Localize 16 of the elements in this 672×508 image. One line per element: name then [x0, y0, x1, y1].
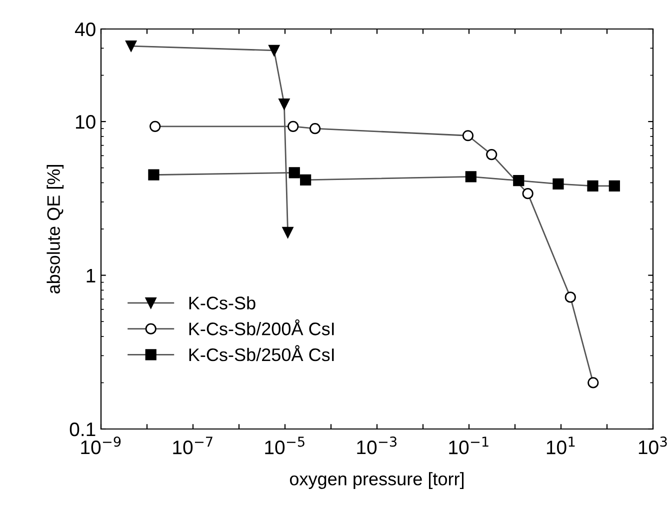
- legend-label: K-Cs-Sb/250Å CsI: [189, 345, 334, 362]
- x-tick-label: 10$^{1}$: [546, 436, 575, 454]
- x-tick-label: 10$^{3}$: [638, 436, 667, 454]
- x-tick-label: 10$^{−3}$: [357, 436, 396, 454]
- legend-label: K-Cs-Sb/200Å CsI: [189, 319, 334, 336]
- legend-label: K-Cs-Sb: [189, 296, 256, 310]
- y-tick-label: 10: [76, 115, 96, 129]
- x-tick-label: 10$^{−9}$: [81, 436, 121, 454]
- x-tick-label: 10$^{−5}$: [265, 436, 304, 454]
- y-tick-label: 0.1: [70, 422, 96, 436]
- y-tick-label: 1: [86, 268, 96, 282]
- y-axis-title: absolute QE [%]: [46, 165, 64, 294]
- x-tick-label: 10$^{−1}$: [449, 436, 488, 454]
- y-tick-label: 40: [74, 22, 96, 36]
- x-tick-label: 10$^{−7}$: [173, 436, 212, 454]
- x-axis-title: oxygen pressure [torr]: [290, 472, 464, 489]
